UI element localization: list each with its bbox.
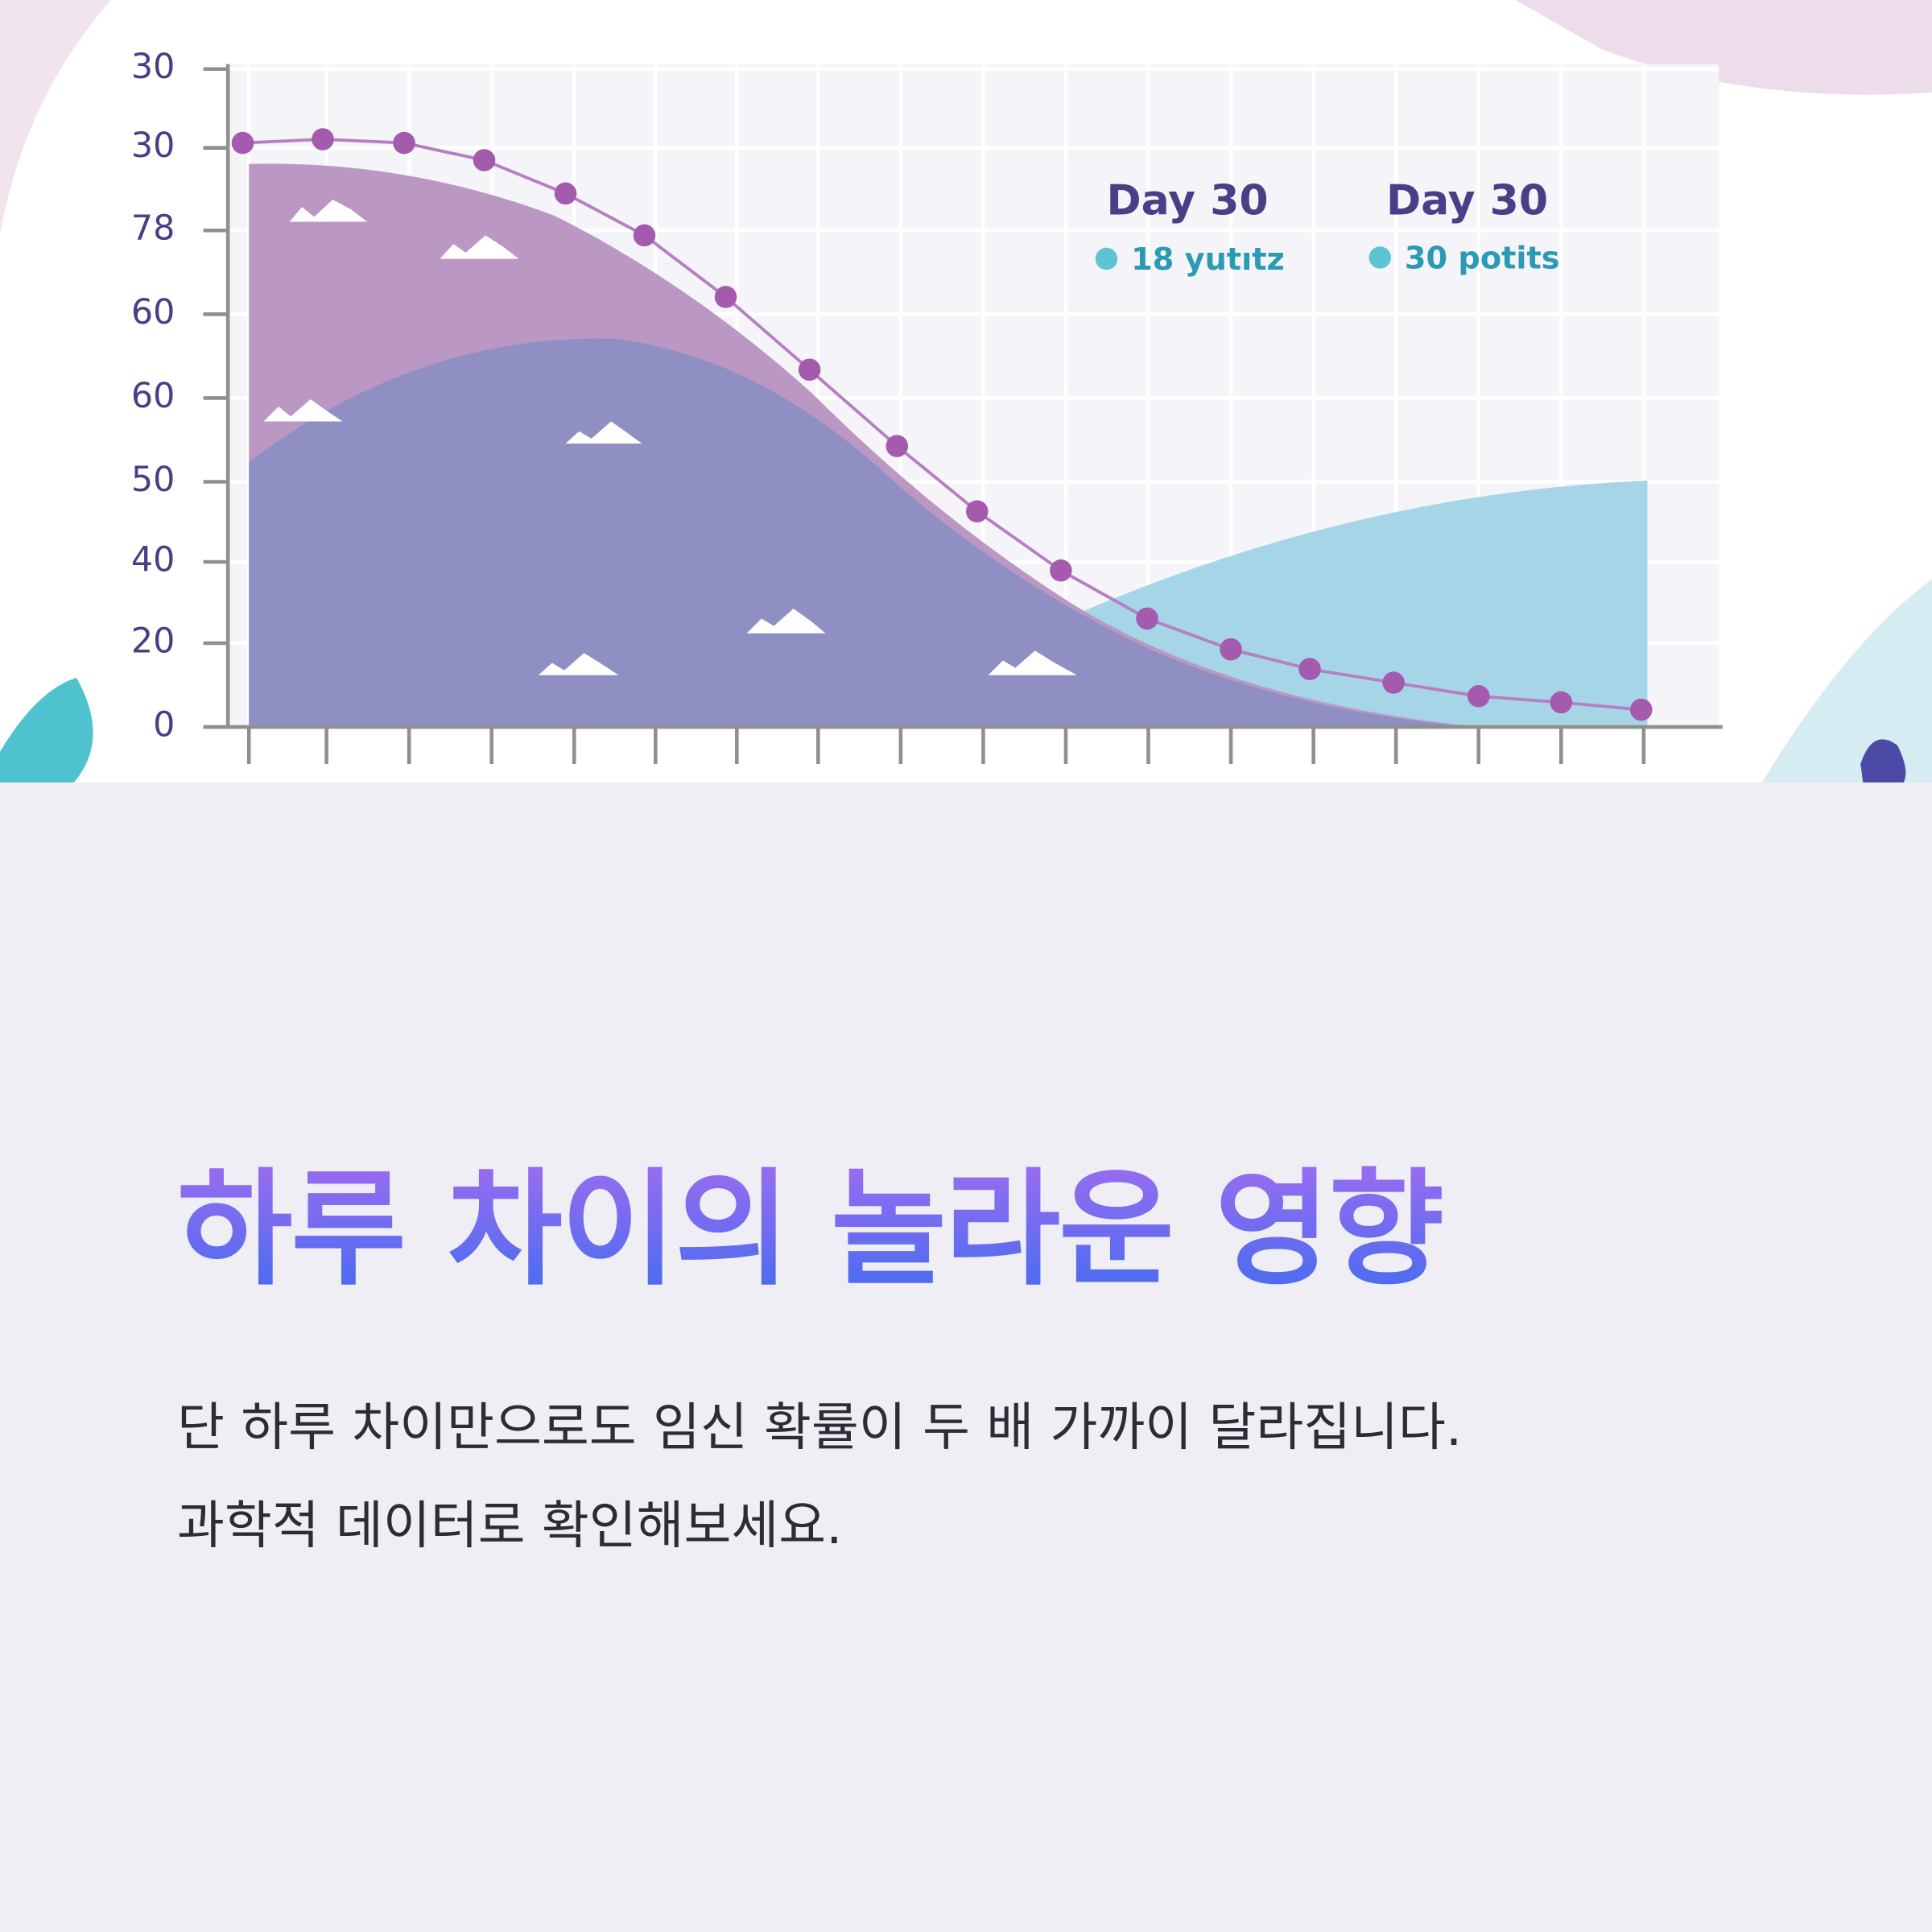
body-text: 단 하루 차이만으로도 임신 확률이 두 배 가까이 달라집니다.	[177, 1398, 1463, 1458]
y-axis-label: 60	[131, 376, 175, 416]
area-violet	[249, 338, 1479, 728]
y-axis-label: 30	[131, 126, 175, 166]
heading: 하루 차이의 놀라운 영향	[177, 1127, 1444, 1309]
decor-blob	[1761, 579, 1932, 782]
trend-line	[242, 138, 1641, 712]
chart-illustration: 30 30 78 60 60 50 40 20 0 Day 30 18 yutı…	[0, 0, 1932, 782]
cloud-icons	[263, 199, 1077, 675]
y-axis-label: 78	[131, 208, 175, 249]
y-axis-label: 0	[153, 705, 175, 745]
y-axis-label: 40	[131, 539, 175, 580]
legend-title: Day 30	[1386, 176, 1548, 225]
body-text: 과학적 데이터로 확인해보세요.	[177, 1496, 843, 1556]
legend-label: 18 yutıtz	[1131, 242, 1285, 278]
y-axis-label: 20	[131, 621, 175, 662]
legend-title: Day 30	[1106, 176, 1268, 225]
axes	[203, 64, 1723, 765]
legend-dot	[1368, 246, 1392, 269]
y-axis-label: 60	[131, 292, 175, 332]
decor-leaf	[1860, 739, 1906, 782]
trend-dots	[231, 128, 1653, 721]
y-axis-label: 50	[131, 460, 175, 500]
legend-label: 30 potits	[1405, 241, 1560, 277]
decor-leaf	[0, 677, 93, 782]
decor-blob	[1515, 0, 1932, 95]
decor-blob	[0, 0, 111, 234]
legend-dot	[1095, 247, 1118, 270]
y-axis-label: 30	[131, 47, 175, 87]
area-blue	[1071, 480, 1648, 728]
